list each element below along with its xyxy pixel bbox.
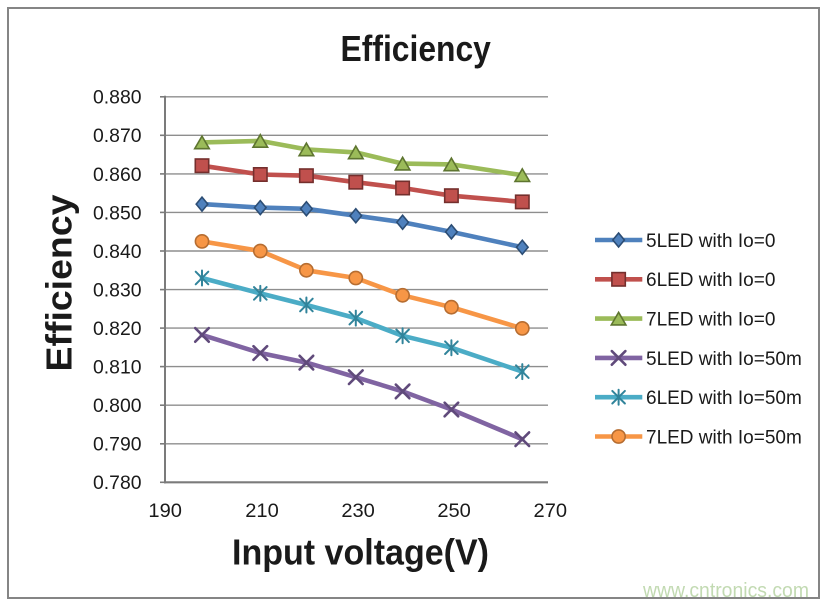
svg-text:5LED with Io=50m: 5LED with Io=50m bbox=[646, 349, 802, 370]
svg-text:250: 250 bbox=[437, 500, 471, 522]
svg-text:7LED with Io=50m: 7LED with Io=50m bbox=[646, 427, 802, 448]
svg-text:0.840: 0.840 bbox=[93, 242, 142, 263]
svg-text:7LED with Io=0: 7LED with Io=0 bbox=[646, 310, 775, 331]
svg-text:230: 230 bbox=[341, 500, 375, 522]
svg-text:0.880: 0.880 bbox=[93, 88, 142, 109]
svg-text:6LED with Io=50m: 6LED with Io=50m bbox=[646, 388, 802, 409]
svg-text:Input voltage(V): Input voltage(V) bbox=[232, 532, 489, 573]
svg-text:5LED with Io=0: 5LED with Io=0 bbox=[646, 231, 775, 252]
svg-text:0.800: 0.800 bbox=[93, 396, 142, 417]
svg-text:190: 190 bbox=[148, 500, 182, 522]
svg-text:0.790: 0.790 bbox=[93, 435, 142, 456]
svg-text:0.820: 0.820 bbox=[93, 319, 142, 340]
svg-text:6LED with Io=0: 6LED with Io=0 bbox=[646, 270, 775, 291]
svg-text:0.860: 0.860 bbox=[93, 165, 142, 186]
svg-text:0.780: 0.780 bbox=[93, 473, 142, 494]
svg-text:Efficiency: Efficiency bbox=[341, 28, 491, 69]
svg-text:0.810: 0.810 bbox=[93, 358, 142, 379]
svg-text:270: 270 bbox=[534, 500, 568, 522]
svg-text:0.850: 0.850 bbox=[93, 203, 142, 224]
svg-text:0.870: 0.870 bbox=[93, 126, 142, 147]
svg-text:www.cntronics.com: www.cntronics.com bbox=[642, 579, 809, 602]
svg-text:210: 210 bbox=[245, 500, 279, 522]
svg-text:Efficiency: Efficiency bbox=[39, 195, 80, 372]
svg-text:0.830: 0.830 bbox=[93, 280, 142, 301]
